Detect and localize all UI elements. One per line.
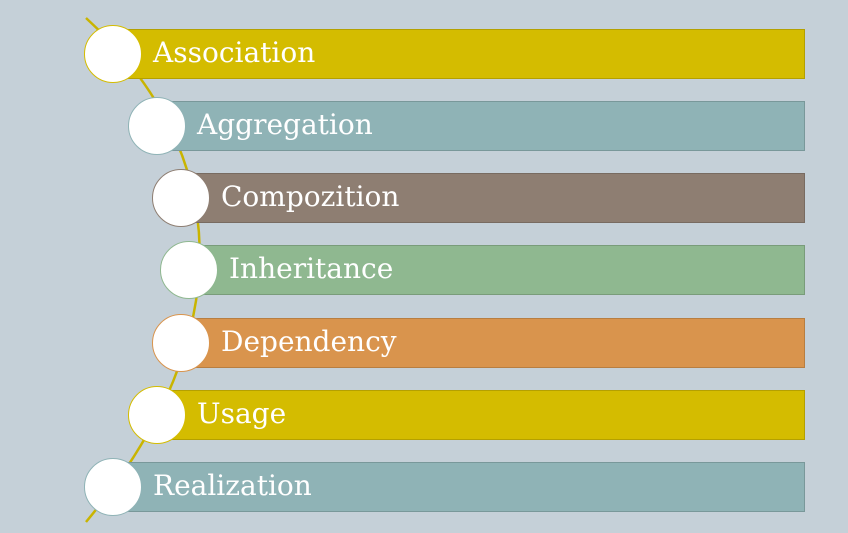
node-circle — [128, 386, 186, 444]
bar — [157, 390, 805, 440]
list-item-inheritance: Inheritance — [189, 245, 805, 295]
node-circle — [128, 97, 186, 155]
item-label: Usage — [197, 397, 287, 430]
bar — [181, 173, 805, 223]
item-label: Association — [153, 36, 316, 69]
list-item-association: Association — [113, 29, 805, 79]
item-label: Compozition — [221, 180, 400, 213]
node-circle — [152, 169, 210, 227]
list-item-aggregation: Aggregation — [157, 101, 805, 151]
list-item-dependency: Dependency — [181, 318, 805, 368]
node-circle — [84, 25, 142, 83]
bar — [113, 462, 805, 512]
bar — [181, 318, 805, 368]
item-label: Dependency — [221, 325, 397, 358]
node-circle — [84, 458, 142, 516]
list-item-compozition: Compozition — [181, 173, 805, 223]
item-label: Aggregation — [197, 108, 373, 141]
list-item-usage: Usage — [157, 390, 805, 440]
bar — [189, 245, 805, 295]
node-circle — [152, 314, 210, 372]
list-item-realization: Realization — [113, 462, 805, 512]
item-label: Inheritance — [229, 252, 394, 285]
node-circle — [160, 241, 218, 299]
item-label: Realization — [153, 469, 312, 502]
